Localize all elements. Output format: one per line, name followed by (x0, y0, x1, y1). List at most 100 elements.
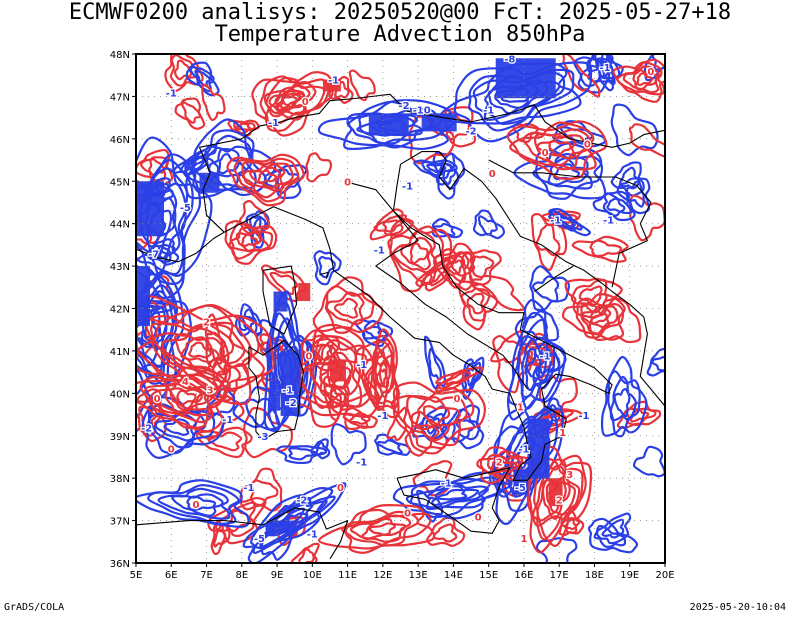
contour-line (592, 54, 621, 92)
lon-tick-label: 18E (585, 570, 604, 580)
contour-line (400, 236, 433, 271)
contour-line (310, 438, 331, 460)
contour-line (378, 368, 388, 387)
coastline-corsica (262, 265, 298, 335)
contour-line (315, 441, 328, 456)
cold-contour-label: -1 (166, 88, 177, 99)
contour-line (525, 354, 542, 380)
contour-line (161, 327, 231, 376)
cold-contour-label: -1 (483, 105, 494, 116)
coastlines-layer (136, 93, 665, 560)
warm-contour-label: 0 (305, 351, 312, 362)
contour-line (150, 244, 176, 263)
cold-advection-contours (633, 445, 665, 478)
warm-advection-contours (239, 467, 283, 512)
warm-advection-core (322, 79, 341, 92)
cold-advection-contours (374, 433, 412, 456)
contour-line (554, 214, 576, 230)
cold-contour-label: -1 (603, 216, 614, 227)
cold-contour-label: -1 (540, 351, 551, 362)
cold-contour-label: -1 (518, 445, 529, 456)
contour-line (147, 484, 240, 525)
cold-contour-label: -8 (504, 54, 515, 65)
cold-advection-contours (535, 537, 578, 563)
lon-tick-label: 17E (550, 570, 569, 580)
cold-contour-label: -1 (441, 479, 452, 490)
lon-tick-label: 19E (620, 570, 639, 580)
contour-line (181, 101, 202, 124)
contour-line (174, 97, 206, 130)
lat-tick-label: 45N (110, 177, 130, 188)
border-bosnia (488, 159, 652, 288)
lon-tick-label: 8E (235, 570, 248, 580)
warm-contour-label: 1 (559, 428, 566, 439)
lat-lon-grid (136, 54, 665, 563)
contour-line (201, 83, 226, 122)
contour-line (274, 89, 308, 111)
coastline-italy (223, 151, 613, 481)
warm-contour-label: 0 (647, 67, 654, 78)
contour-line (361, 517, 407, 540)
contour-line (458, 280, 499, 331)
contour-line (545, 481, 567, 514)
warm-advection-contours (226, 153, 305, 207)
contour-line (235, 122, 252, 131)
contour-line (386, 406, 408, 441)
contour-line (186, 495, 217, 511)
warm-contour-label: 0 (154, 394, 161, 405)
cold-advection-core (513, 469, 529, 495)
cold-contour-label: -1 (578, 411, 589, 422)
lon-tick-label: 20E (655, 570, 674, 580)
contour-line (530, 213, 568, 272)
contour-line (422, 405, 451, 427)
contour-line (149, 376, 213, 417)
warm-contour-label: 3 (566, 470, 573, 481)
contour-line (561, 293, 626, 341)
warm-advection-contours (361, 328, 400, 419)
cold-advection-contours (592, 54, 621, 92)
contour-line (517, 335, 556, 410)
lat-tick-label: 36N (110, 559, 130, 570)
contour-line (425, 481, 489, 511)
contour-line (628, 123, 665, 158)
contour-line (421, 160, 453, 177)
warm-advection-core (329, 359, 346, 382)
warm-contour-label: 1 (520, 534, 527, 545)
lat-tick-label: 40N (110, 389, 130, 400)
cold-contour-label: -1 (222, 415, 233, 426)
warm-contour-label: 0 (489, 169, 496, 180)
contour-line (205, 386, 236, 419)
warm-advection-contours (386, 406, 408, 441)
coastline-sicily (396, 467, 511, 534)
contour-line (325, 291, 365, 326)
advection-field-layer (136, 54, 665, 563)
contour-line (180, 336, 220, 364)
contour-line (409, 242, 429, 265)
warm-contour-label: 0 (192, 500, 199, 511)
warm-advection-contours (305, 152, 333, 183)
contour-line (143, 373, 219, 424)
contour-line (470, 274, 525, 312)
cold-contour-label: -1 (377, 411, 388, 422)
warm-advection-contours (136, 365, 231, 433)
contour-line (587, 517, 639, 554)
cold-advection-contours (136, 479, 250, 528)
contour-line (441, 251, 470, 283)
cold-contour-label: -2 (465, 127, 476, 138)
contour-line (531, 275, 560, 303)
contour-line (444, 371, 466, 386)
lon-tick-label: 9E (271, 570, 284, 580)
cold-contour-label: -1 (374, 245, 385, 256)
contour-line (313, 250, 342, 286)
warm-advection-contours (628, 123, 665, 158)
cold-advection-contours (588, 54, 614, 73)
contour-line (415, 396, 461, 431)
contour-line (390, 386, 475, 447)
contour-line (646, 347, 665, 377)
coastline-balkans (438, 151, 665, 407)
contour-line (436, 488, 468, 501)
contour-line (164, 54, 204, 92)
contour-line (413, 159, 458, 180)
contour-line (207, 431, 243, 452)
cold-advection-core (199, 172, 220, 193)
